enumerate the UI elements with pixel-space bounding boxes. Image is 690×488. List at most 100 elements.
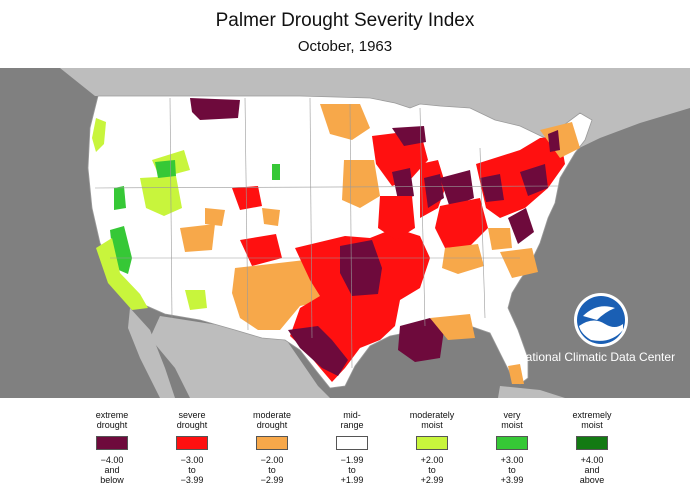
- legend-label-line: moist: [581, 420, 603, 430]
- region-extreme-drought: [508, 208, 534, 244]
- legend-label-line: drought: [256, 420, 288, 430]
- legend-range-line: +1.99: [340, 475, 364, 485]
- legend-label-line: extreme: [95, 410, 129, 420]
- legend-item-moderately-moist: moderately moist +2.00 to +2.99: [392, 410, 472, 485]
- legend-range-line: −2.00: [260, 455, 284, 465]
- legend-range: −1.99 to +1.99: [312, 455, 392, 485]
- region-moderate-drought: [342, 160, 380, 208]
- region-moderately-moist: [185, 290, 207, 310]
- legend-label: very moist: [472, 410, 552, 432]
- map-title: Palmer Drought Severity Index: [215, 10, 475, 31]
- region-moderately-moist: [92, 118, 106, 152]
- legend-range-line: to: [268, 465, 276, 475]
- region-extreme-drought: [190, 98, 240, 120]
- legend-label: severe drought: [152, 410, 232, 432]
- region-moderate-drought: [500, 248, 538, 278]
- region-extreme-drought: [288, 326, 348, 376]
- legend-range-line: to: [428, 465, 436, 475]
- region-extreme-drought: [340, 240, 382, 296]
- credit-text: National Climatic Data Center: [517, 350, 676, 364]
- legend-item-extremely-moist: extremely moist +4.00 and above: [552, 410, 632, 485]
- legend-label-line: moist: [501, 420, 523, 430]
- map-subtitle: October, 1963: [297, 38, 393, 55]
- legend-label: extreme drought: [72, 410, 152, 432]
- drought-map: National Climatic Data Center: [0, 68, 690, 398]
- legend-range: −3.00 to −3.99: [152, 455, 232, 485]
- legend-range-line: +3.00: [500, 455, 524, 465]
- legend-swatch: [96, 436, 128, 450]
- legend-label-line: mid-: [343, 410, 361, 420]
- region-moderate-drought: [430, 314, 475, 340]
- region-extreme-drought: [424, 174, 444, 208]
- legend-range: −2.00 to −2.99: [232, 455, 312, 485]
- legend-label-line: range: [340, 420, 364, 430]
- legend-range: −4.00 and below: [72, 455, 152, 485]
- region-moderate-drought: [488, 228, 512, 250]
- legend-item-extreme-drought: extreme drought −4.00 and below: [72, 410, 152, 485]
- noaa-logo-icon: [574, 293, 628, 347]
- legend-label-line: moderately: [409, 410, 455, 420]
- canada-land: [60, 68, 690, 150]
- legend-range: +3.00 to +3.99: [472, 455, 552, 485]
- legend-range-line: −1.99: [340, 455, 364, 465]
- region-extreme-drought: [398, 318, 444, 362]
- region-severe-drought: [378, 196, 415, 240]
- legend-item-severe-drought: severe drought −3.00 to −3.99: [152, 410, 232, 485]
- region-moderately-moist: [96, 238, 148, 310]
- legend-range-line: −3.99: [180, 475, 204, 485]
- legend-item-mid-range: mid- range −1.99 to +1.99: [312, 410, 392, 485]
- legend-range-line: and: [104, 465, 120, 475]
- legend-range-line: +2.00: [420, 455, 444, 465]
- region-extreme-drought: [480, 174, 504, 202]
- legend-label: mid- range: [312, 410, 392, 432]
- legend-label-line: moderate: [252, 410, 292, 420]
- legend-range-line: −4.00: [100, 455, 124, 465]
- region-extreme-drought: [440, 170, 474, 208]
- region-moderate-drought: [180, 224, 215, 252]
- legend-range: +4.00 and above: [552, 455, 632, 485]
- legend-range-line: above: [579, 475, 605, 485]
- legend-swatch: [176, 436, 208, 450]
- legend-range-line: to: [348, 465, 356, 475]
- legend-swatch: [416, 436, 448, 450]
- region-moderately-moist: [140, 176, 182, 216]
- state-boundaries: [94, 97, 561, 369]
- legend-swatch: [256, 436, 288, 450]
- legend-label-line: drought: [176, 420, 208, 430]
- legend-range-line: −2.99: [260, 475, 284, 485]
- legend-range-line: +2.99: [420, 475, 444, 485]
- mexico-land: [150, 316, 330, 398]
- region-moderate-drought: [442, 244, 484, 274]
- legend-label-line: moist: [421, 420, 443, 430]
- legend-label-line: very: [503, 410, 521, 420]
- legend-swatch: [576, 436, 608, 450]
- legend-label: moderate drought: [232, 410, 312, 432]
- map-svg: [0, 68, 690, 398]
- region-extreme-drought: [392, 168, 414, 200]
- region-moderate-drought: [540, 122, 580, 158]
- legend-range: +2.00 to +2.99: [392, 455, 472, 485]
- region-very-moist: [114, 186, 126, 210]
- legend-range-line: +3.99: [500, 475, 524, 485]
- legend-label: moderately moist: [392, 410, 472, 432]
- legend-item-moderate-drought: moderate drought −2.00 to −2.99: [232, 410, 312, 485]
- region-extreme-drought: [392, 126, 426, 146]
- legend-label-line: extremely: [572, 410, 612, 420]
- region-moderate-drought: [508, 364, 524, 384]
- region-very-moist: [272, 164, 280, 180]
- legend-range-line: −3.00: [180, 455, 204, 465]
- region-extreme-drought: [520, 164, 548, 196]
- legend-swatch: [336, 436, 368, 450]
- baja-land: [128, 308, 175, 398]
- region-extreme-drought: [548, 130, 560, 152]
- region-severe-drought: [232, 186, 262, 210]
- legend-range-line: +4.00: [580, 455, 604, 465]
- region-very-moist: [155, 160, 176, 178]
- legend-range-line: and: [584, 465, 600, 475]
- region-moderate-drought: [262, 208, 280, 226]
- legend-swatch: [496, 436, 528, 450]
- legend-item-very-moist: very moist +3.00 to +3.99: [472, 410, 552, 485]
- legend-range-line: to: [508, 465, 516, 475]
- legend-label: extremely moist: [552, 410, 632, 432]
- legend-range-line: below: [100, 475, 124, 485]
